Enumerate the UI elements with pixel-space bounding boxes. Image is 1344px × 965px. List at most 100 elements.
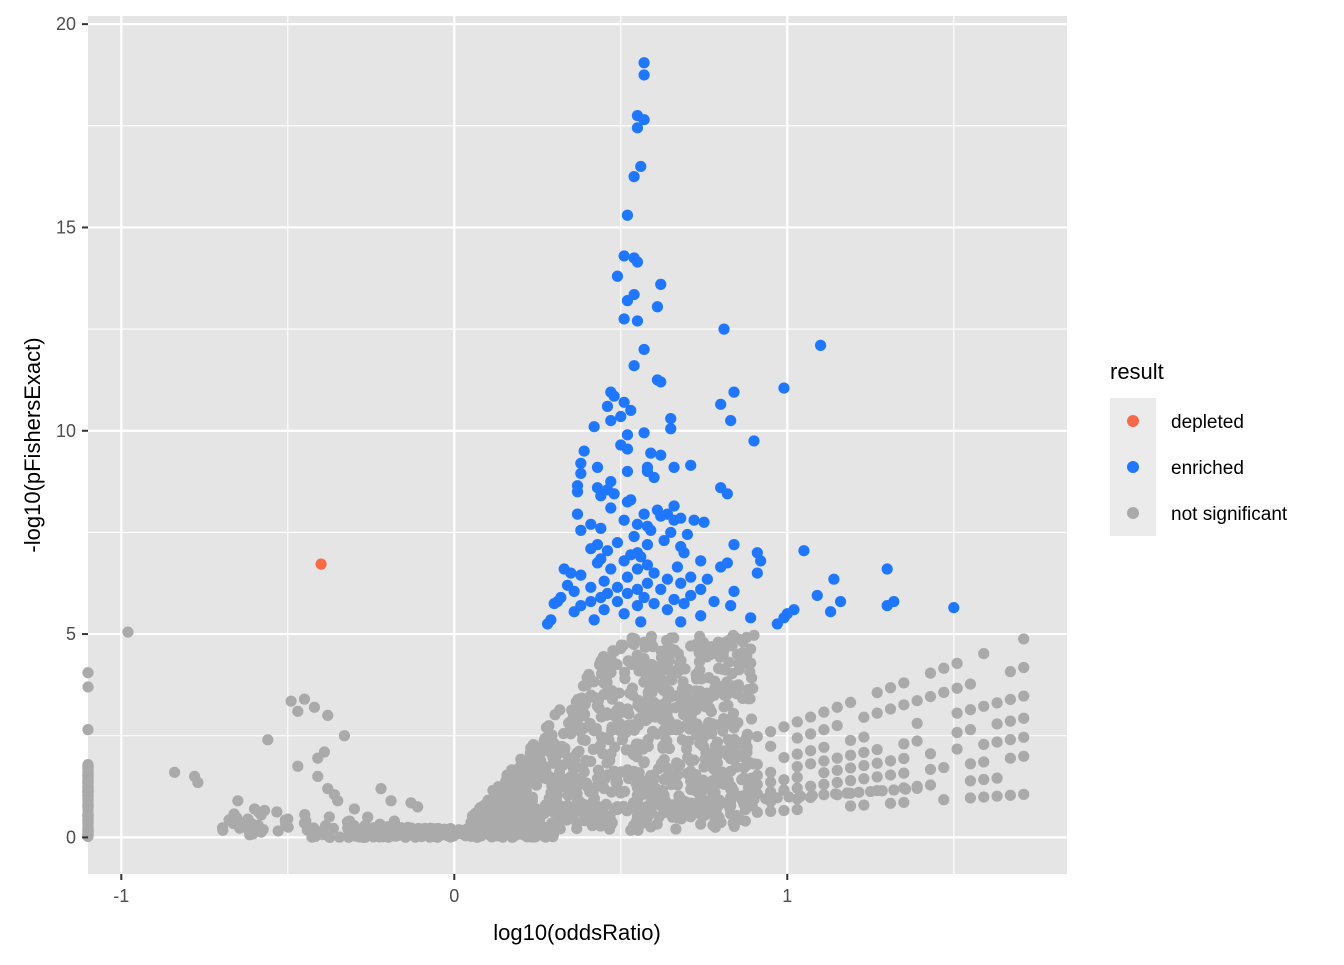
point-not-significant: [680, 684, 692, 696]
point-not-significant: [626, 658, 638, 671]
point-enriched: [631, 518, 644, 530]
point-not-significant: [655, 651, 668, 664]
point-not-significant: [606, 721, 618, 733]
point-not-significant: [712, 662, 725, 674]
point-not-significant: [656, 713, 668, 725]
point-not-significant: [82, 786, 94, 798]
point-not-significant: [951, 707, 963, 719]
point-not-significant: [82, 761, 94, 774]
point-enriched: [695, 610, 707, 622]
point-not-significant: [573, 805, 585, 817]
point-not-significant: [652, 763, 665, 775]
point-not-significant: [924, 763, 937, 776]
point-not-significant: [765, 805, 777, 817]
point-not-significant: [590, 723, 602, 735]
point-enriched: [631, 315, 644, 327]
point-not-significant: [778, 804, 790, 817]
point-not-significant: [627, 748, 639, 761]
point-enriched: [718, 323, 730, 335]
point-not-significant: [317, 825, 329, 837]
point-enriched: [568, 585, 580, 597]
point-not-significant: [476, 811, 489, 824]
point-not-significant: [308, 701, 321, 713]
point-enriched: [655, 376, 667, 388]
point-not-significant: [727, 629, 739, 642]
point-not-significant: [728, 820, 740, 832]
y-axis-title: -log10(pFishersExact): [20, 337, 45, 552]
point-enriched: [678, 597, 690, 610]
point-enriched: [708, 595, 720, 608]
point-not-significant: [306, 827, 318, 839]
point-enriched: [695, 583, 707, 595]
x-tick-label: 0: [449, 886, 459, 906]
point-not-significant: [978, 773, 990, 786]
point-not-significant: [271, 806, 283, 818]
point-not-significant: [280, 814, 292, 827]
point-enriched: [575, 569, 587, 581]
point-not-significant: [911, 782, 923, 795]
point-enriched: [621, 443, 634, 455]
point-enriched: [635, 551, 647, 563]
point-not-significant: [312, 770, 324, 783]
point-enriched: [811, 589, 823, 602]
point-not-significant: [685, 811, 697, 823]
point-not-significant: [642, 713, 654, 725]
point-not-significant: [487, 813, 499, 825]
point-not-significant: [515, 809, 527, 821]
point-not-significant: [676, 734, 688, 746]
point-enriched: [638, 591, 650, 604]
point-enriched: [621, 571, 634, 583]
point-enriched: [728, 386, 740, 398]
point-enriched: [661, 604, 674, 616]
point-not-significant: [858, 773, 870, 785]
point-not-significant: [563, 717, 575, 729]
point-not-significant: [292, 705, 304, 717]
point-enriched: [648, 597, 660, 610]
point-not-significant: [804, 758, 817, 770]
point-not-significant: [964, 724, 977, 736]
point-not-significant: [348, 820, 361, 832]
point-not-significant: [685, 765, 697, 777]
point-not-significant: [751, 730, 763, 743]
point-not-significant: [611, 658, 623, 671]
point-enriched: [618, 608, 630, 620]
point-not-significant: [558, 727, 570, 740]
point-not-significant: [951, 682, 963, 694]
point-not-significant: [732, 717, 744, 729]
point-enriched: [655, 583, 667, 595]
point-not-significant: [818, 755, 830, 767]
point-not-significant: [725, 808, 737, 820]
point-enriched: [645, 447, 657, 459]
point-not-significant: [662, 702, 674, 714]
point-not-significant: [898, 738, 910, 750]
legend-swatch: [1127, 507, 1139, 519]
point-enriched: [778, 382, 790, 394]
point-not-significant: [978, 700, 990, 712]
point-enriched: [611, 536, 624, 549]
point-not-significant: [678, 798, 690, 810]
point-not-significant: [751, 758, 763, 770]
point-enriched: [571, 508, 584, 520]
point-not-significant: [672, 648, 684, 660]
point-not-significant: [501, 769, 513, 781]
point-not-significant: [578, 710, 590, 722]
point-enriched: [618, 555, 630, 567]
point-not-significant: [783, 791, 795, 803]
point-enriched: [638, 343, 650, 356]
point-not-significant: [252, 819, 264, 831]
point-not-significant: [731, 648, 743, 660]
point-not-significant: [498, 793, 510, 805]
point-not-significant: [583, 668, 595, 681]
point-enriched: [948, 602, 960, 614]
point-enriched: [608, 488, 620, 500]
point-not-significant: [620, 802, 632, 814]
point-enriched: [668, 514, 680, 526]
point-not-significant: [258, 804, 271, 817]
point-not-significant: [718, 644, 730, 656]
point-not-significant: [739, 815, 751, 827]
point-enriched: [541, 618, 554, 630]
point-not-significant: [924, 779, 937, 791]
point-not-significant: [613, 687, 625, 699]
legend-label: enriched: [1171, 458, 1244, 479]
point-not-significant: [1004, 693, 1016, 706]
